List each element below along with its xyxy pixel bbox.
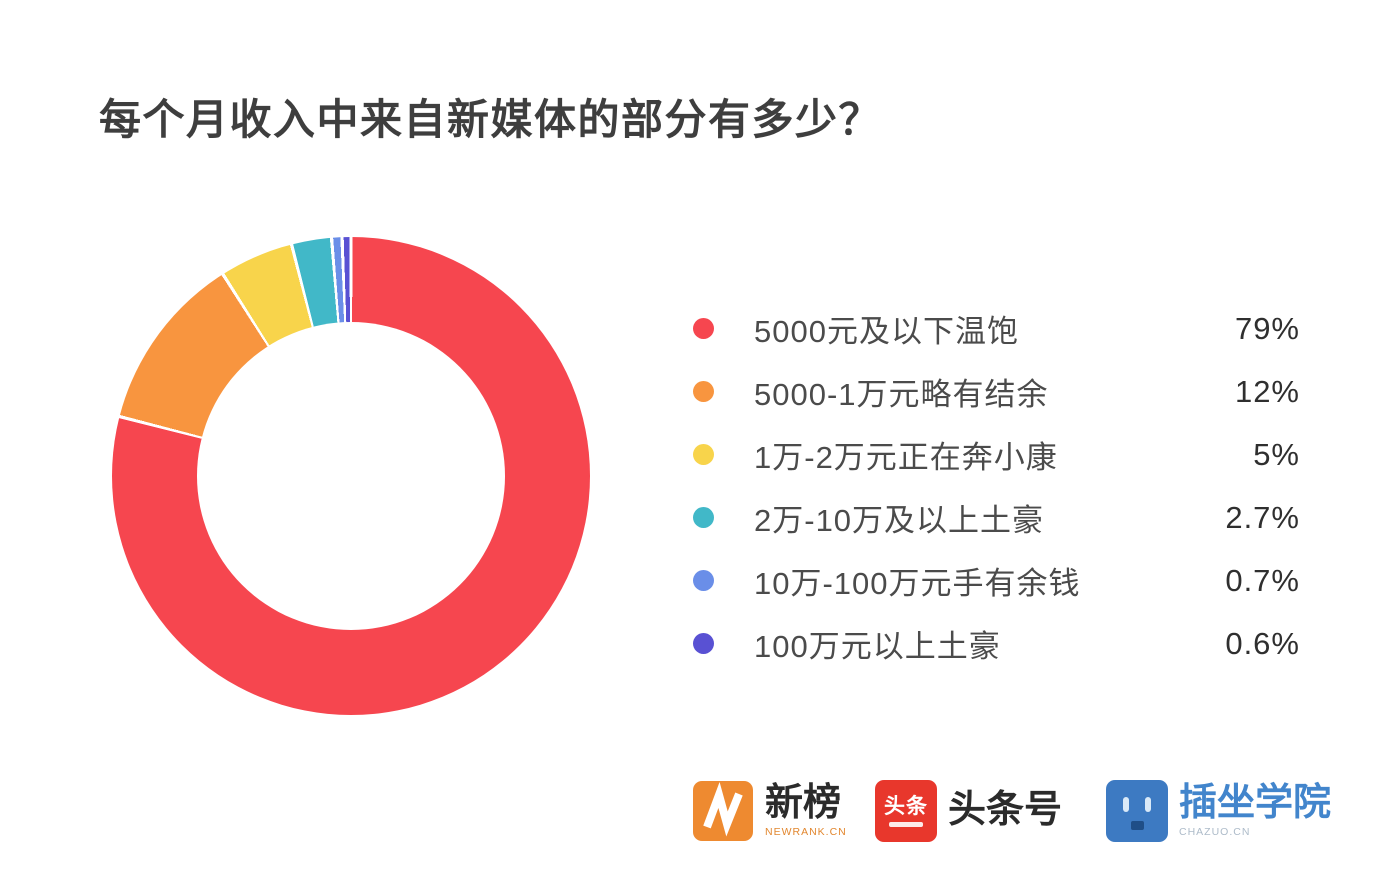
chart-legend: 5000元及以下温饱 79% 5000-1万元略有结余 12% 1万-2万元正在… bbox=[693, 297, 1300, 675]
legend-dot-icon bbox=[693, 507, 714, 528]
legend-label: 5000元及以下温饱 bbox=[754, 314, 1019, 349]
newrank-logo-text: 新榜 bbox=[765, 781, 842, 824]
toutiao-icon-text: 头条 bbox=[884, 794, 928, 818]
donut-hole bbox=[197, 322, 505, 630]
legend-item: 5000元及以下温饱 79% bbox=[693, 297, 1300, 360]
newrank-logo-subtext: NEWRANK.CN bbox=[765, 826, 847, 839]
legend-label: 1万-2万元正在奔小康 bbox=[754, 440, 1058, 475]
donut-chart bbox=[112, 237, 590, 715]
legend-value: 0.7% bbox=[1225, 562, 1300, 598]
chazuo-robot-face-icon bbox=[1106, 780, 1168, 842]
chazuo-logo-subtext: CHAZUO.CN bbox=[1179, 826, 1251, 839]
chazuo-eyes bbox=[1123, 796, 1151, 812]
legend-item: 5000-1万元略有结余 12% bbox=[693, 360, 1300, 423]
legend-label: 5000-1万元略有结余 bbox=[754, 377, 1049, 412]
chazuo-logo-text: 插坐学院 bbox=[1179, 781, 1332, 824]
legend-dot-icon bbox=[693, 633, 714, 654]
chazuo-logo: 插坐学院 CHAZUO.CN bbox=[1106, 780, 1331, 842]
newrank-logo: 新榜 NEWRANK.CN bbox=[692, 780, 847, 842]
toutiao-logo-text: 头条号 bbox=[948, 789, 1063, 832]
page-title: 每个月收入中来自新媒体的部分有多少？ bbox=[99, 96, 883, 143]
chazuo-mouth bbox=[1130, 820, 1144, 830]
newrank-lightning-n-icon bbox=[693, 781, 753, 841]
legend-label: 100万元以上土豪 bbox=[754, 629, 1001, 664]
legend-item: 100万元以上土豪 0.6% bbox=[693, 612, 1300, 675]
legend-dot-icon bbox=[693, 444, 714, 465]
toutiao-logo: 头条 头条号 bbox=[875, 780, 1062, 842]
legend-dot-icon bbox=[693, 318, 714, 339]
legend-dot-icon bbox=[693, 570, 714, 591]
legend-value: 5% bbox=[1253, 436, 1300, 472]
legend-label: 10万-100万元手有余钱 bbox=[754, 566, 1081, 601]
legend-item: 2万-10万及以上土豪 2.7% bbox=[693, 486, 1300, 549]
legend-label: 2万-10万及以上土豪 bbox=[754, 503, 1045, 538]
legend-dot-icon bbox=[693, 381, 714, 402]
legend-value: 2.7% bbox=[1225, 499, 1300, 535]
legend-item: 10万-100万元手有余钱 0.7% bbox=[693, 549, 1300, 612]
toutiao-badge-icon: 头条 bbox=[875, 780, 937, 842]
toutiao-icon-bar bbox=[889, 821, 923, 827]
legend-value: 0.6% bbox=[1225, 625, 1300, 661]
legend-item: 1万-2万元正在奔小康 5% bbox=[693, 423, 1300, 486]
legend-value: 12% bbox=[1234, 373, 1300, 409]
legend-value: 79% bbox=[1234, 310, 1300, 346]
